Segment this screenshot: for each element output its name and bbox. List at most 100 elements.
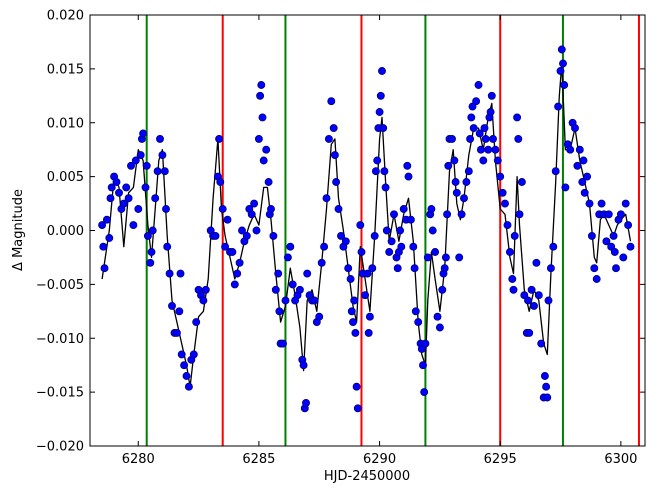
data-point-17: [134, 205, 143, 213]
data-point-95: [299, 361, 308, 370]
data-point-154: [404, 172, 413, 181]
data-point-104: [317, 258, 326, 267]
data-point-4: [105, 234, 114, 242]
data-point-207: [498, 188, 507, 197]
data-point-37: [172, 328, 181, 337]
data-point-137: [376, 91, 385, 100]
data-point-14: [127, 161, 135, 170]
data-point-230: [543, 393, 552, 402]
data-point-171: [435, 323, 444, 332]
data-point-183: [455, 253, 464, 262]
data-point-239: [560, 81, 569, 89]
data-point-267: [621, 199, 630, 208]
data-point-20: [139, 129, 148, 138]
data-point-113: [337, 231, 345, 240]
x-tick-label-0: 6280: [122, 452, 155, 467]
data-point-252: [587, 231, 596, 240]
x-tick-label-2: 6290: [363, 452, 396, 467]
data-point-25: [147, 248, 156, 256]
data-point-248: [579, 156, 588, 165]
data-point-184: [457, 210, 466, 219]
data-point-247: [578, 178, 587, 186]
data-point-216: [515, 210, 524, 219]
data-point-106: [322, 194, 331, 203]
data-point-162: [419, 361, 427, 370]
data-point-169: [431, 248, 440, 256]
data-point-155: [406, 215, 415, 224]
data-point-89: [286, 242, 295, 251]
data-point-50: [201, 285, 210, 294]
data-point-46: [192, 318, 201, 327]
plot-frame: [89, 14, 646, 447]
data-point-158: [411, 307, 420, 316]
data-point-61: [228, 248, 237, 256]
data-point-225: [534, 291, 543, 300]
y-tick-label-0: −0.020: [36, 440, 84, 455]
data-point-21: [141, 183, 150, 192]
model-curve-layer: [101, 62, 632, 388]
x-axis-label: HJD-2450000: [324, 469, 410, 484]
data-point-202: [487, 91, 496, 100]
data-point-237: [557, 45, 566, 54]
data-point-127: [361, 291, 370, 300]
data-point-268: [624, 221, 633, 230]
x-tick-label-4: 6300: [604, 452, 637, 467]
data-point-119: [349, 318, 357, 327]
data-point-233: [549, 242, 558, 251]
data-points-layer: [98, 45, 635, 413]
data-point-34: [165, 269, 174, 278]
data-point-238: [559, 59, 567, 68]
data-point-71: [252, 226, 261, 235]
data-point-103: [315, 312, 324, 321]
data-point-191: [469, 124, 478, 133]
data-point-226: [537, 339, 546, 348]
data-point-86: [279, 339, 287, 348]
data-point-266: [619, 253, 628, 262]
data-point-269: [626, 242, 635, 251]
data-point-43: [184, 382, 193, 391]
x-tick-label-1: 6285: [242, 452, 275, 467]
data-point-217: [517, 178, 526, 186]
data-point-125: [357, 248, 366, 256]
data-point-220: [524, 296, 532, 305]
y-tick-label-5: 0.005: [47, 170, 84, 185]
data-point-197: [480, 124, 489, 133]
data-point-11: [119, 199, 128, 208]
data-point-190: [468, 102, 477, 111]
data-point-93: [295, 285, 304, 294]
data-point-72: [254, 134, 263, 143]
model-curve: [101, 62, 632, 388]
data-point-75: [258, 113, 267, 122]
data-point-221: [525, 328, 534, 337]
data-point-8: [112, 178, 121, 186]
data-point-123: [353, 404, 362, 413]
y-axis-label: Δ Magnitude: [11, 189, 26, 271]
data-point-5: [106, 194, 115, 203]
data-point-213: [510, 231, 519, 240]
data-point-67: [242, 231, 251, 240]
data-point-84: [275, 307, 284, 316]
data-point-45: [189, 350, 198, 359]
data-point-39: [176, 269, 185, 278]
data-point-141: [381, 183, 390, 192]
data-point-133: [371, 167, 380, 176]
data-point-140: [380, 167, 389, 176]
data-point-138: [378, 67, 386, 75]
data-point-259: [604, 210, 613, 219]
data-point-258: [602, 237, 611, 246]
data-point-121: [351, 328, 360, 337]
data-point-122: [352, 382, 361, 391]
x-axis-ticks: 6280 6285 6290 6295 6300: [122, 15, 637, 467]
data-point-180: [450, 156, 459, 165]
data-point-204: [491, 145, 500, 154]
data-point-76: [259, 156, 268, 165]
data-point-167: [427, 205, 436, 213]
y-tick-label-8: 0.020: [47, 9, 84, 24]
data-point-163: [420, 388, 429, 397]
data-point-134: [373, 156, 382, 165]
data-point-205: [493, 156, 502, 165]
data-point-24: [146, 258, 155, 267]
data-point-57: [218, 205, 227, 213]
data-point-156: [409, 242, 418, 251]
